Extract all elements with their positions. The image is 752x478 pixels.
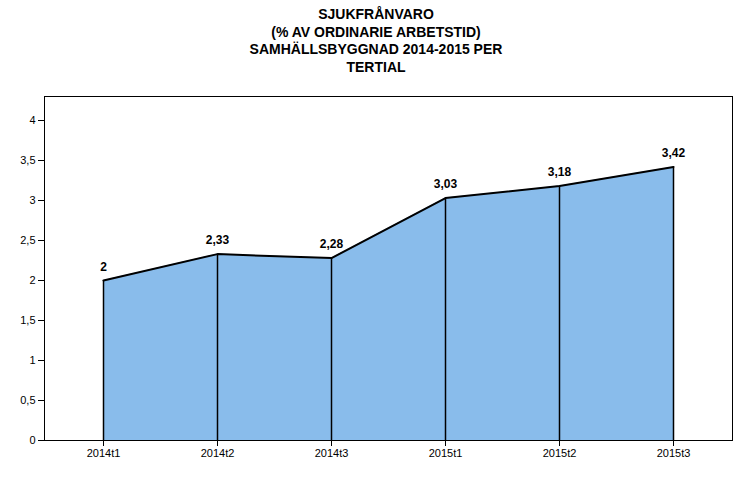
svg-text:2014t3: 2014t3	[315, 447, 349, 459]
svg-text:2,28: 2,28	[320, 237, 344, 251]
svg-text:1: 1	[29, 354, 35, 366]
svg-text:1,5: 1,5	[20, 314, 35, 326]
svg-text:2,33: 2,33	[206, 233, 230, 247]
svg-text:2: 2	[29, 274, 35, 286]
svg-text:0: 0	[29, 434, 35, 446]
html-text:SJUKFRÅNVARO (% AV ORDINARIE A: SJUKFRÅNVARO (% AV ORDINARIE ARBETSTID) …	[249, 6, 503, 75]
svg-text:4: 4	[29, 114, 35, 126]
svg-text:3,42: 3,42	[662, 146, 686, 160]
svg-text:2015t3: 2015t3	[657, 447, 691, 459]
svg-text:3,5: 3,5	[20, 154, 35, 166]
svg-text:2,5: 2,5	[20, 234, 35, 246]
svg-text:0,5: 0,5	[20, 394, 35, 406]
svg-text:3,03: 3,03	[434, 177, 458, 191]
svg-text:2014t1: 2014t1	[87, 447, 121, 459]
svg-text:2015t1: 2015t1	[429, 447, 463, 459]
svg-text:2014t2: 2014t2	[201, 447, 235, 459]
svg-text:2015t2: 2015t2	[543, 447, 577, 459]
svg-text:3,18: 3,18	[548, 165, 572, 179]
svg-text:3: 3	[29, 194, 35, 206]
svg-text:2: 2	[100, 260, 107, 274]
